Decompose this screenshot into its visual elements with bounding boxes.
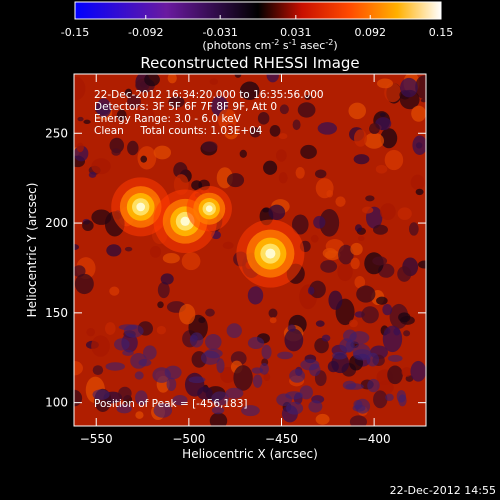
peak-position-label: Position of Peak = [-456,183]	[94, 398, 248, 410]
y-tick-label: 200	[45, 216, 68, 230]
axes: −550 −500 −450 −400 100 150 200 250	[45, 74, 426, 446]
x-tick-label: −550	[80, 432, 113, 446]
chart-title: Reconstructed RHESSI Image	[140, 54, 359, 72]
y-tick-label: 250	[45, 126, 68, 140]
colorbar-units: (photons cm-2 s-1 asec-2)	[202, 38, 337, 52]
annotation-block: 22-Dec-2012 16:34:20.000 to 16:35:56.000…	[94, 89, 324, 137]
plot-frame	[73, 73, 427, 427]
colorbar: -0.15 -0.092 -0.031 0.031 0.092 0.15 (photons…	[61, 1, 453, 52]
colorbar-tick-label: 0.15	[429, 26, 454, 39]
x-tick-label: −400	[358, 432, 391, 446]
colorbar-tick-label: -0.031	[202, 26, 237, 39]
annotation-time-range: 22-Dec-2012 16:34:20.000 to 16:35:56.000	[94, 89, 324, 101]
colorbar-gradient	[74, 1, 442, 20]
source-blob	[136, 202, 146, 212]
colorbar-ticks: -0.15 -0.092 -0.031 0.031 0.092 0.15	[61, 15, 453, 39]
x-tick-label: −500	[172, 432, 205, 446]
annotation-detectors: Detectors: 3F 5F 6F 7F 8F 9F, Att 0	[94, 101, 277, 113]
annotation-clean-counts: Clean Total counts: 1.03E+04	[94, 125, 263, 137]
y-axis-label: Heliocentric Y (arcsec)	[25, 183, 39, 318]
y-tick-label: 150	[45, 306, 68, 320]
colorbar-tick-label: -0.15	[61, 26, 89, 39]
heatmap-image	[74, 74, 426, 426]
source-blob	[180, 216, 190, 226]
x-tick-label: −450	[265, 432, 298, 446]
colorbar-tick-label: 0.031	[280, 26, 312, 39]
source-blob	[265, 248, 276, 259]
y-tick-label: 100	[45, 396, 68, 410]
source-blob	[205, 205, 213, 213]
annotation-energy-range: Energy Range: 3.0 - 6.0 keV	[94, 113, 242, 125]
x-axis-label: Heliocentric X (arcsec)	[182, 447, 318, 461]
footer-timestamp: 22-Dec-2012 14:55	[390, 484, 496, 497]
colorbar-tick-label: 0.092	[354, 26, 386, 39]
colorbar-tick-label: -0.092	[128, 26, 163, 39]
